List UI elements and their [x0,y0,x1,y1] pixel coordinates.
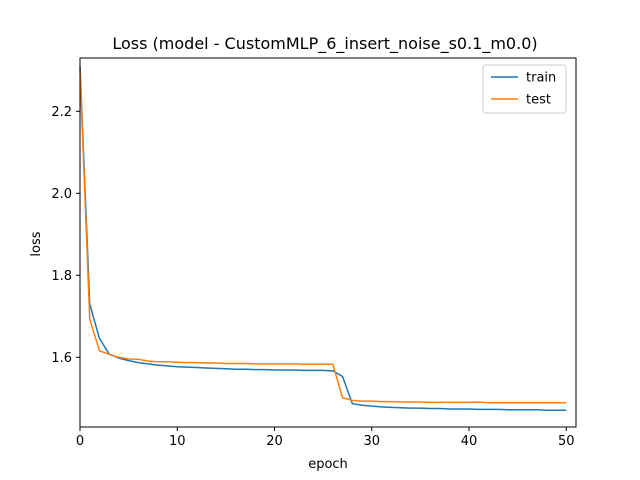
chart-title: Loss (model - CustomMLP_6_insert_noise_s… [112,34,537,54]
x-axis-ticks: 0 10 20 30 40 50 [76,427,575,449]
plot-lines [79,66,567,411]
legend-label-train: train [526,71,556,86]
legend: train test [482,64,567,114]
x-tick-label: 30 [363,434,380,449]
y-axis-label: loss [29,231,44,256]
x-axis-label: epoch [308,457,348,472]
plot-frame [79,57,577,428]
series-line-test [79,70,567,404]
y-tick-label: 2.0 [51,187,72,202]
x-tick-label: 10 [169,434,186,449]
y-tick-label: 1.6 [51,351,72,366]
y-axis-ticks: 1.6 1.8 2.0 2.2 [51,105,80,366]
x-tick-label: 50 [558,434,575,449]
series-line-train [79,66,567,411]
legend-label-test: test [526,93,551,108]
y-tick-label: 2.2 [51,105,72,120]
x-tick-label: 40 [461,434,478,449]
y-tick-label: 1.8 [51,269,72,284]
x-tick-label: 20 [266,434,283,449]
x-tick-label: 0 [76,434,84,449]
